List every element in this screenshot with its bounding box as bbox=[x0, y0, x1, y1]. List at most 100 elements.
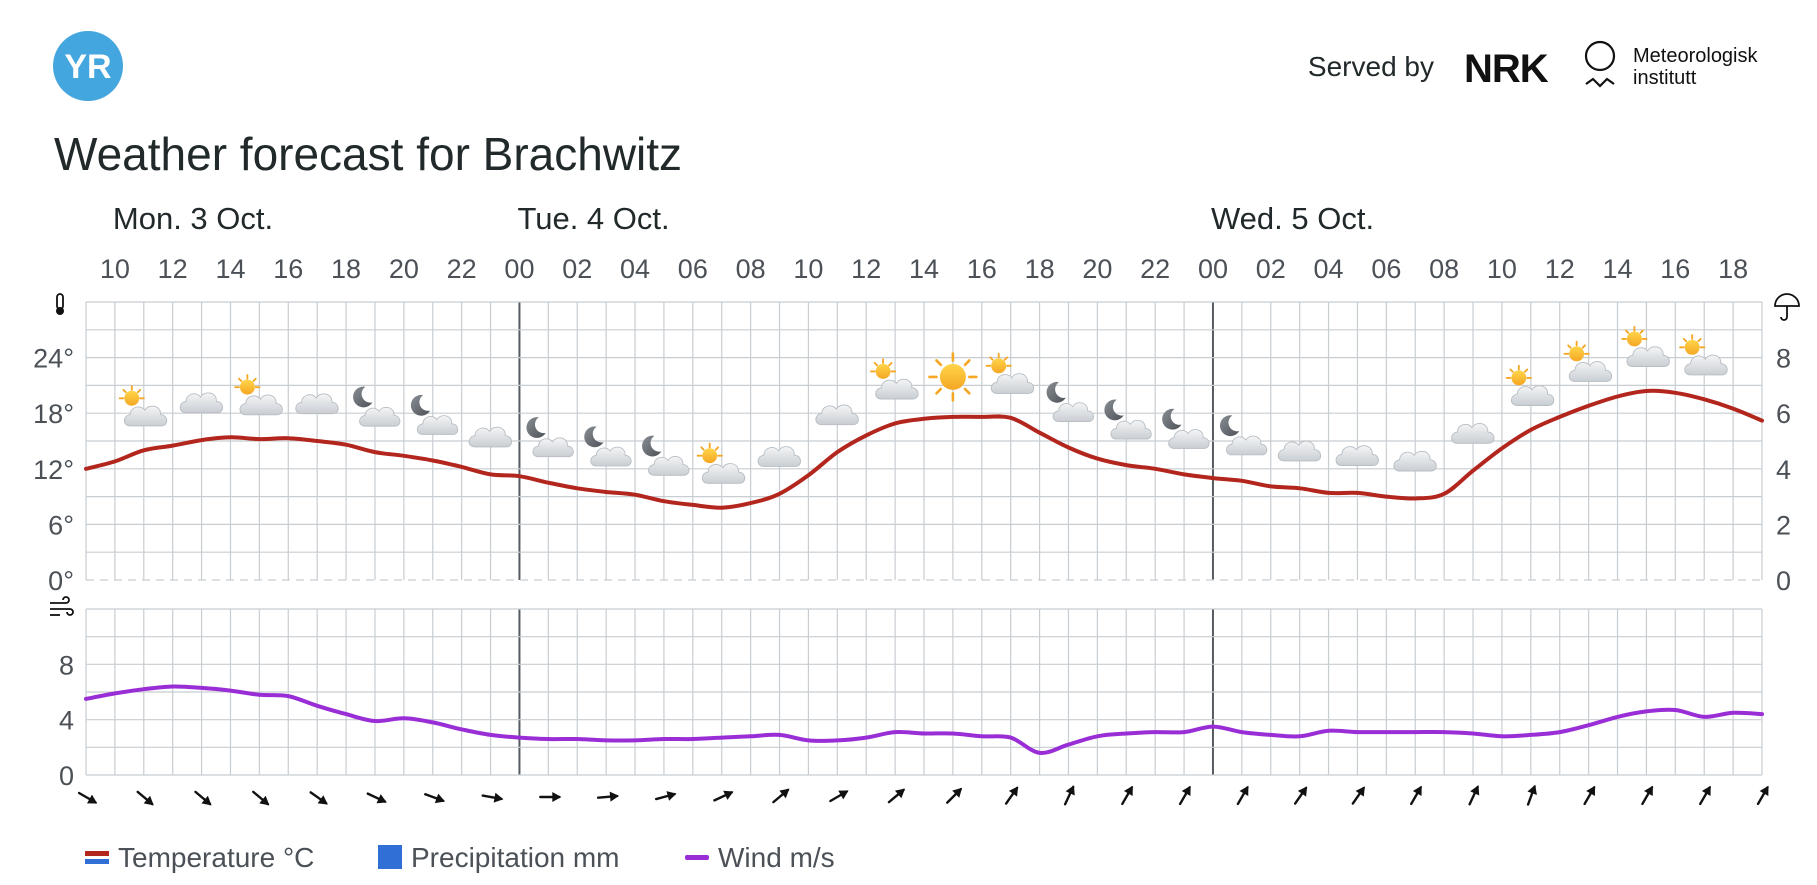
partly-cloudy-night-icon bbox=[1219, 415, 1268, 456]
wind-arrow-icon bbox=[772, 788, 790, 804]
wind-arrow-icon bbox=[481, 792, 504, 803]
wind-arrow-icon bbox=[309, 791, 328, 805]
y-tick-label-left: 6° bbox=[48, 510, 74, 540]
precipitation-y-axis: 0 2 4 6 8 bbox=[1776, 344, 1791, 596]
legend-precipitation[interactable]: Precipitation mm bbox=[378, 842, 620, 873]
wind-arrow-icon bbox=[1004, 786, 1019, 805]
hour-tick-label: 18 bbox=[1718, 254, 1748, 284]
wind-arrow-icon bbox=[1526, 784, 1537, 806]
hour-tick-label: 02 bbox=[562, 254, 592, 284]
umbrella-icon bbox=[1774, 293, 1800, 321]
wind-arrow-icon bbox=[1583, 785, 1596, 806]
wind-arrow-icon bbox=[946, 787, 963, 804]
partly-cloudy-night-icon bbox=[410, 394, 459, 435]
y-tick-label-left: 18° bbox=[33, 399, 74, 429]
day-label: Wed. 5 Oct. bbox=[1211, 201, 1374, 236]
wind-y-tick-label: 4 bbox=[59, 706, 74, 736]
temperature-line bbox=[84, 388, 1764, 510]
hour-tick-label: 00 bbox=[504, 254, 534, 284]
y-tick-label-left: 0° bbox=[48, 566, 74, 596]
met-logo-line2: institutt bbox=[1633, 67, 1697, 89]
hour-tick-label: 18 bbox=[331, 254, 361, 284]
day-labels: Mon. 3 Oct. Tue. 4 Oct. Wed. 5 Oct. bbox=[113, 201, 1374, 236]
wind-arrow-icon bbox=[366, 792, 387, 804]
nrk-logo[interactable]: NRK bbox=[1464, 47, 1550, 91]
cloud-icon bbox=[468, 426, 513, 448]
hour-tick-label: 12 bbox=[851, 254, 881, 284]
hour-tick-label: 08 bbox=[1429, 254, 1459, 284]
wind-arrow-icon bbox=[539, 792, 562, 802]
wind-y-tick-label: 8 bbox=[59, 650, 74, 680]
hour-tick-label: 04 bbox=[620, 254, 650, 284]
sun-icon bbox=[928, 352, 978, 402]
wind-arrow-icon bbox=[1409, 785, 1422, 806]
wind-icon bbox=[50, 596, 74, 616]
cloud-icon bbox=[757, 446, 801, 467]
yr-logo[interactable]: YR bbox=[53, 31, 123, 101]
temperature-series bbox=[84, 388, 1764, 510]
wind-arrow-icon bbox=[1351, 786, 1365, 805]
wind-arrow-icon bbox=[1063, 785, 1075, 806]
wind-arrow-icon bbox=[252, 790, 270, 806]
thermometer-icon bbox=[56, 293, 64, 315]
nrk-logo-text: NRK bbox=[1464, 47, 1549, 91]
page-title: Weather forecast for Brachwitz bbox=[54, 128, 682, 180]
wind-arrow-icon bbox=[1293, 786, 1308, 805]
cloud-icon bbox=[1335, 445, 1379, 466]
partly-cloudy-night-icon bbox=[584, 426, 632, 467]
wind-arrow-icon bbox=[1178, 785, 1191, 806]
wind-arrow-icon bbox=[713, 790, 734, 802]
hour-tick-labels: 10 12 14 16 18 20 22 00 02 04 06 08 10 12 14 16 18 20 22 00… bbox=[100, 254, 1748, 284]
legend-temperature[interactable]: Temperature °C bbox=[85, 842, 314, 873]
wind-arrow-icon bbox=[1641, 785, 1654, 806]
hour-tick-label: 18 bbox=[1025, 254, 1055, 284]
legend-temperature-label: Temperature °C bbox=[118, 842, 314, 873]
hour-tick-label: 22 bbox=[447, 254, 477, 284]
temperature-y-axis: 0° 6° 12° 18° 24° bbox=[33, 344, 74, 596]
hour-tick-label: 14 bbox=[215, 254, 245, 284]
y-tick-label-right: 2 bbox=[1776, 510, 1791, 540]
cloud-icon bbox=[1393, 450, 1437, 472]
y-tick-label-right: 6 bbox=[1776, 399, 1791, 429]
legend-wind[interactable]: Wind m/s bbox=[685, 842, 835, 873]
legend-precipitation-label: Precipitation mm bbox=[411, 842, 620, 873]
legend-wind-label: Wind m/s bbox=[718, 842, 835, 873]
partly-cloudy-night-icon bbox=[526, 417, 574, 458]
wind-arrow-icon bbox=[1121, 785, 1134, 806]
wind-arrow-icon bbox=[424, 793, 446, 804]
hour-tick-label: 22 bbox=[1140, 254, 1170, 284]
wind-arrow-icon bbox=[136, 790, 154, 806]
wind-line bbox=[84, 684, 1764, 755]
hour-tick-label: 10 bbox=[793, 254, 823, 284]
hour-tick-label: 04 bbox=[1314, 254, 1344, 284]
hour-tick-label: 12 bbox=[158, 254, 188, 284]
hour-tick-label: 00 bbox=[1198, 254, 1228, 284]
yr-logo-text: YR bbox=[64, 48, 111, 86]
wind-arrow-icon bbox=[596, 791, 620, 802]
cloud-icon bbox=[295, 393, 339, 415]
wind-arrow-icon bbox=[1756, 785, 1769, 806]
hour-tick-label: 20 bbox=[1082, 254, 1112, 284]
wind-y-tick-label: 0 bbox=[59, 761, 74, 791]
partly-cloudy-night-icon bbox=[1046, 381, 1094, 422]
wind-direction-arrows bbox=[77, 784, 1769, 806]
met-logo-line1: Meteorologisk bbox=[1633, 45, 1759, 67]
wind-y-axis: 0 4 8 bbox=[59, 650, 74, 791]
met-institute-logo[interactable]: Meteorologisk institutt bbox=[1584, 40, 1759, 89]
hour-tick-label: 06 bbox=[678, 254, 708, 284]
partly-cloudy-night-icon bbox=[353, 386, 401, 427]
wind-series bbox=[84, 684, 1764, 755]
hour-tick-label: 16 bbox=[1660, 254, 1690, 284]
partly-cloudy-night-icon bbox=[1162, 408, 1210, 449]
wind-arrow-icon bbox=[1236, 785, 1249, 806]
legend: Temperature °C Precipitation mm Wind m/s bbox=[85, 842, 835, 873]
y-tick-label-left: 24° bbox=[33, 344, 74, 374]
hour-tick-label: 10 bbox=[100, 254, 130, 284]
wind-arrow-icon bbox=[829, 790, 849, 803]
hour-tick-label: 14 bbox=[1602, 254, 1632, 284]
hour-tick-label: 08 bbox=[736, 254, 766, 284]
y-tick-label-left: 12° bbox=[33, 455, 74, 485]
wind-arrow-icon bbox=[887, 788, 906, 804]
hour-tick-label: 16 bbox=[273, 254, 303, 284]
